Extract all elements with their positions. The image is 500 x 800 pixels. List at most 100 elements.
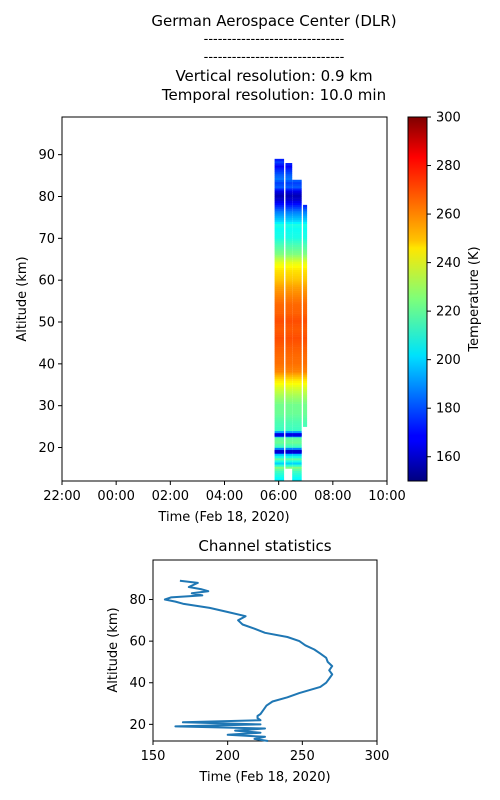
heatmap-cell xyxy=(285,307,293,310)
heatmap-cell xyxy=(274,453,285,457)
heatmap-cell xyxy=(292,418,302,421)
heatmap-cell xyxy=(292,269,302,273)
heatmap-plot-area xyxy=(62,117,387,481)
heatmap-cell xyxy=(274,338,285,342)
heatmap-cell xyxy=(292,267,302,271)
heatmap-cell xyxy=(274,457,285,461)
heatmap-cell xyxy=(292,194,302,197)
heatmap-cell xyxy=(274,305,285,308)
heatmap-cell xyxy=(303,211,308,214)
heatmap-cell xyxy=(285,426,293,429)
heatmap-cell xyxy=(274,244,285,247)
heatmap-cell xyxy=(303,363,308,367)
heatmap-cell xyxy=(303,213,308,216)
heatmap-cell xyxy=(303,278,308,281)
colorbar-tick-label: 260 xyxy=(436,208,461,223)
heatmap-cell xyxy=(303,257,308,260)
heatmap-cell xyxy=(285,336,293,340)
heatmap-cell xyxy=(292,472,302,476)
heatmap-cell xyxy=(274,292,285,296)
profile-y-label: Altitude (km) xyxy=(106,607,121,692)
heatmap-cell xyxy=(274,326,285,329)
heatmap-cell xyxy=(303,317,308,321)
heatmap-cell xyxy=(285,190,293,193)
heatmap-cell xyxy=(303,292,308,296)
x-tick-label: 150 xyxy=(141,749,166,764)
heatmap-cell xyxy=(303,411,308,415)
heatmap-cell xyxy=(303,349,308,352)
heatmap-cell xyxy=(274,466,285,469)
x-tick-label: 00:00 xyxy=(97,489,134,504)
y-tick-label: 40 xyxy=(129,676,146,691)
heatmap-cell xyxy=(292,466,302,469)
heatmap-cell xyxy=(274,171,285,174)
heatmap-cell xyxy=(292,200,302,204)
y-tick-label: 20 xyxy=(129,718,146,733)
heatmap-cell xyxy=(303,407,308,411)
heatmap-cell xyxy=(292,326,302,329)
heatmap-cell xyxy=(292,294,302,298)
heatmap-cell xyxy=(292,282,302,285)
heatmap-cell xyxy=(285,204,293,208)
heatmap-x-label: Time (Feb 18, 2020) xyxy=(157,510,289,525)
heatmap-cell xyxy=(292,330,302,333)
heatmap-cell xyxy=(274,368,285,371)
profile-series-line xyxy=(163,579,334,742)
cold-band xyxy=(285,433,293,437)
heatmap-cell xyxy=(292,317,302,321)
heatmap-cell xyxy=(303,395,308,398)
heatmap-cell xyxy=(274,334,285,337)
heatmap-cell xyxy=(292,462,302,465)
heatmap-cell xyxy=(303,286,308,289)
heatmap-cell xyxy=(292,464,302,467)
heatmap-cell xyxy=(303,250,308,254)
heatmap-cell xyxy=(292,336,302,340)
heatmap-cell xyxy=(292,288,302,291)
heatmap-cell xyxy=(285,388,293,392)
heatmap-cell xyxy=(292,309,302,312)
heatmap-cell xyxy=(274,160,285,164)
heatmap-cell xyxy=(274,202,285,206)
heatmap-cell xyxy=(292,223,302,227)
heatmap-cell xyxy=(292,453,302,457)
heatmap-cell xyxy=(303,391,308,394)
heatmap-cell xyxy=(285,177,293,181)
heatmap-cell xyxy=(285,380,293,383)
x-tick-label: 22:00 xyxy=(43,489,80,504)
heatmap-cell xyxy=(285,365,293,369)
heatmap-cell xyxy=(303,227,308,231)
heatmap-cell xyxy=(274,474,285,478)
heatmap-cell xyxy=(292,273,302,277)
figure-header: German Aerospace Center (DLR) ----------… xyxy=(48,12,500,105)
heatmap-cell xyxy=(274,225,285,229)
heatmap-cell xyxy=(285,292,293,296)
colorbar-tick-label: 240 xyxy=(436,256,461,271)
heatmap-cell xyxy=(274,401,285,404)
heatmap-cell xyxy=(285,405,293,409)
heatmap-cell xyxy=(274,250,285,254)
heatmap-cell xyxy=(292,305,302,308)
heatmap-cell xyxy=(303,388,308,392)
heatmap-cell xyxy=(292,422,302,425)
heatmap-cell xyxy=(303,265,308,268)
heatmap-cell xyxy=(292,263,302,266)
x-tick-label: 04:00 xyxy=(206,489,243,504)
heatmap-cell xyxy=(303,223,308,227)
heatmap-cell xyxy=(292,229,302,233)
heatmap-cell xyxy=(292,290,302,294)
heatmap-cell xyxy=(303,414,308,417)
cold-band xyxy=(292,433,302,437)
heatmap-cell xyxy=(274,248,285,252)
heatmap-cell xyxy=(303,347,308,350)
heatmap-cell xyxy=(303,401,308,404)
heatmap-cell xyxy=(303,326,308,329)
heatmap-cell xyxy=(285,351,293,354)
heatmap-cell xyxy=(303,405,308,409)
heatmap-cell xyxy=(274,232,285,235)
heatmap-cell xyxy=(274,388,285,392)
heatmap-cell xyxy=(285,397,293,400)
heatmap-cell xyxy=(292,246,302,250)
heatmap-cell xyxy=(274,173,285,176)
heatmap-cell xyxy=(285,183,293,187)
heatmap-cell xyxy=(274,317,285,321)
